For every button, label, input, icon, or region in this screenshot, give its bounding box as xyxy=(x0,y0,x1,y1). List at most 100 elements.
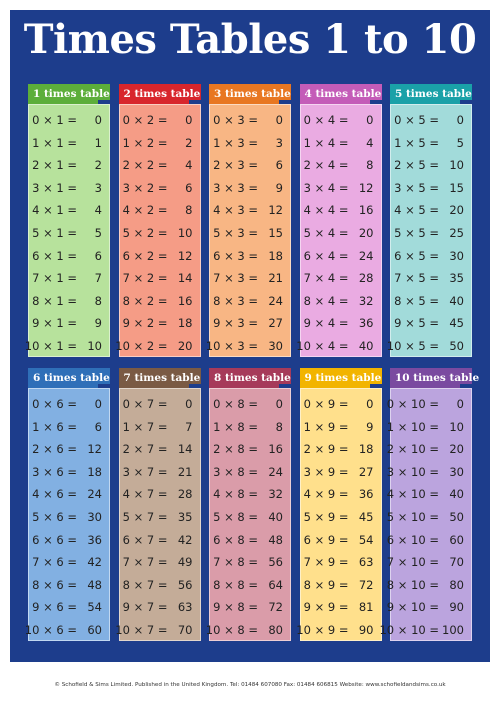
row-expression: 8 × 6 = xyxy=(32,577,77,592)
row-expression: 6 × 7 = xyxy=(122,532,168,547)
row-result: 40 xyxy=(449,487,464,502)
row-result: 90 xyxy=(358,622,374,637)
row-result: 0 xyxy=(275,397,283,411)
row-expression: 6 × 3 = xyxy=(213,248,258,263)
row-expression: 10 × 2 = xyxy=(115,338,168,353)
header-tab xyxy=(98,384,110,388)
row-expression: 3 × 3 = xyxy=(213,180,258,195)
row-expression: 0 × 4 = xyxy=(303,113,349,127)
header-tab xyxy=(369,384,382,388)
row-expression: 5 × 10 = xyxy=(386,509,439,524)
table-row: 8 × 3 = 24 xyxy=(210,290,290,313)
times-table-panel: 9 times table 0 × 9 = 0 1 × 9 = 9 2 × 9 = 18 3 … xyxy=(296,368,382,641)
row-result: 0 xyxy=(94,397,102,411)
row-expression: 4 × 6 = xyxy=(32,487,77,502)
row-expression: 2 × 7 = xyxy=(122,442,168,457)
row-result: 10 xyxy=(177,225,193,240)
panel-body: 0 × 6 = 0 1 × 6 = 6 2 × 6 = 12 3 × 6 = 18 4 × 6 … xyxy=(25,388,110,641)
table-row: 6 × 7 = 42 xyxy=(120,529,200,552)
table-row: 10 × 8 = 80 xyxy=(206,619,290,642)
row-expression: 1 × 6 = xyxy=(32,419,77,434)
row-result: 60 xyxy=(449,532,464,547)
row-expression: 7 × 3 = xyxy=(213,271,258,286)
row-expression: 2 × 4 = xyxy=(303,158,349,173)
row-expression: 8 × 8 = xyxy=(213,577,258,592)
table-row: 4 × 2 = 8 xyxy=(120,199,200,222)
row-result: 0 xyxy=(185,397,193,411)
table-row: 0 × 8 = 0 xyxy=(210,393,290,416)
table-row: 3 × 2 = 6 xyxy=(120,177,200,200)
table-row: 4 × 5 = 20 xyxy=(391,199,471,222)
row-expression: 0 × 6 = xyxy=(32,397,77,411)
panel-header: 4 times table xyxy=(299,84,382,104)
row-result: 56 xyxy=(177,577,193,592)
row-result: 28 xyxy=(358,271,374,286)
table-row: 7 × 4 = 28 xyxy=(301,267,381,290)
row-result: 30 xyxy=(449,248,464,263)
table-row: 7 × 10 = 70 xyxy=(387,551,471,574)
row-expression: 8 × 4 = xyxy=(303,293,349,308)
panel-body: 0 × 10 = 0 1 × 10 = 10 2 × 10 = 20 3 × 10 = 30 4… xyxy=(379,388,472,642)
row-expression: 9 × 5 = xyxy=(394,316,439,331)
table-row: 3 × 3 = 9 xyxy=(210,177,290,200)
table-row: 3 × 6 = 18 xyxy=(29,461,109,484)
row-expression: 1 × 4 = xyxy=(303,135,349,150)
row-expression: 5 × 7 = xyxy=(122,509,168,524)
row-result: 28 xyxy=(177,487,193,502)
row-expression: 8 × 2 = xyxy=(122,293,168,308)
row-expression: 4 × 4 = xyxy=(303,203,349,218)
table-row: 2 × 10 = 20 xyxy=(387,438,471,461)
table-row: 10 × 10 = 100 xyxy=(379,619,471,642)
row-expression: 7 × 4 = xyxy=(303,271,349,286)
row-result: 8 xyxy=(366,158,374,173)
table-row: 5 × 10 = 50 xyxy=(387,506,471,529)
times-table-panel: 8 times table 0 × 8 = 0 1 × 8 = 8 2 × 8 = 16 3 … xyxy=(206,368,291,642)
row-expression: 2 × 5 = xyxy=(394,158,439,173)
row-expression: 3 × 2 = xyxy=(122,180,168,195)
row-result: 4 xyxy=(94,203,102,218)
row-expression: 4 × 1 = xyxy=(32,203,77,218)
row-expression: 0 × 10 = xyxy=(386,397,439,411)
row-result: 54 xyxy=(358,532,374,547)
table-row: 6 × 10 = 60 xyxy=(387,529,471,552)
table-row: 7 × 7 = 49 xyxy=(120,551,200,574)
row-expression: 6 × 5 = xyxy=(394,248,439,263)
row-result: 8 xyxy=(275,419,283,434)
table-row: 10 × 1 = 10 xyxy=(25,335,109,358)
table-row: 5 × 2 = 10 xyxy=(120,222,200,245)
row-expression: 8 × 1 = xyxy=(32,293,77,308)
row-expression: 3 × 5 = xyxy=(394,180,439,195)
row-expression: 7 × 10 = xyxy=(386,555,439,570)
table-row: 2 × 5 = 10 xyxy=(391,154,471,177)
header-tab xyxy=(279,100,291,104)
table-row: 10 × 2 = 20 xyxy=(115,335,200,358)
header-tab xyxy=(369,100,382,104)
row-expression: 10 × 3 = xyxy=(205,338,258,353)
row-expression: 8 × 9 = xyxy=(303,577,349,592)
row-result: 21 xyxy=(268,271,283,286)
row-result: 32 xyxy=(268,487,283,502)
row-result: 45 xyxy=(449,316,464,331)
row-result: 25 xyxy=(449,225,464,240)
table-row: 4 × 8 = 32 xyxy=(210,483,290,506)
table-row: 6 × 8 = 48 xyxy=(210,529,290,552)
table-row: 3 × 5 = 15 xyxy=(391,177,471,200)
table-row: 7 × 5 = 35 xyxy=(391,267,471,290)
row-result: 42 xyxy=(177,532,193,547)
panel-header: 10 times table xyxy=(390,368,479,388)
table-row: 3 × 4 = 12 xyxy=(301,177,381,200)
panel-header: 9 times table xyxy=(299,368,382,388)
row-expression: 7 × 7 = xyxy=(122,555,168,570)
row-expression: 6 × 4 = xyxy=(303,248,349,263)
row-result: 6 xyxy=(94,419,102,434)
row-expression: 9 × 8 = xyxy=(213,600,258,615)
header-tab xyxy=(460,384,472,388)
row-expression: 2 × 8 = xyxy=(213,442,258,457)
table-row: 6 × 2 = 12 xyxy=(120,245,200,268)
row-result: 30 xyxy=(449,464,464,479)
row-expression: 9 × 3 = xyxy=(213,316,258,331)
row-result: 8 xyxy=(185,203,193,218)
row-expression: 10 × 5 = xyxy=(386,338,439,353)
row-result: 6 xyxy=(94,248,102,263)
row-expression: 1 × 5 = xyxy=(394,135,439,150)
